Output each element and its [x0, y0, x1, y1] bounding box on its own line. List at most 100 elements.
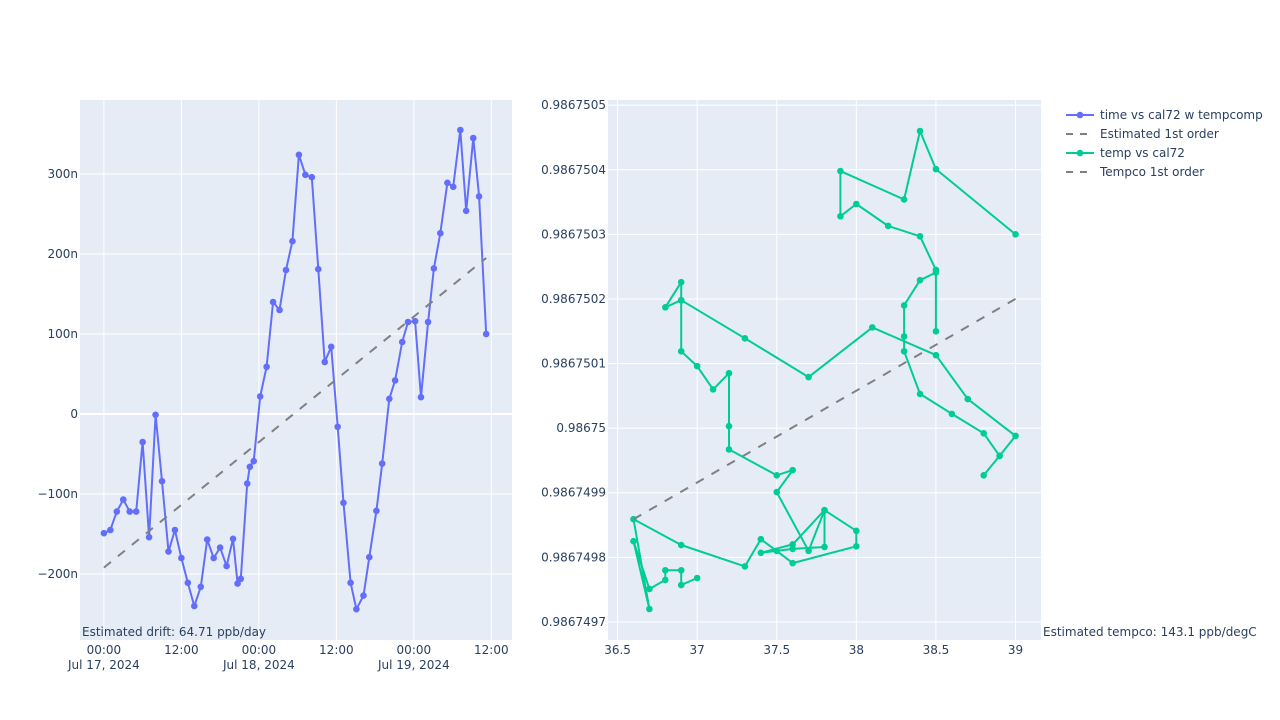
time-vs-cal72-w-tempcomp-point [139, 438, 146, 446]
tempco-1st-order-line [633, 298, 1016, 521]
temp-vs-cal72-point [1012, 432, 1019, 440]
temp-vs-cal72-point [805, 373, 812, 381]
time-vs-cal72-w-tempcomp-point [190, 602, 198, 610]
time-vs-cal72-w-tempcomp-point [250, 457, 258, 465]
temp-vs-cal72-point [916, 390, 924, 398]
time-vs-cal72-w-tempcomp-point [353, 605, 360, 613]
temp-vs-cal72-point [677, 296, 685, 304]
temp-vs-cal72-point [630, 537, 637, 545]
series-layer [100, 126, 490, 613]
time-vs-cal72-w-tempcomp-point [178, 554, 185, 562]
time-vs-cal72-w-tempcomp-point [295, 151, 303, 159]
time-vs-cal72-w-tempcomp-point [269, 298, 277, 306]
time-vs-cal72-w-tempcomp-point [216, 544, 224, 551]
legend-label: Tempco 1st order [1099, 165, 1204, 179]
time-vs-cal72-w-tempcomp-point [449, 183, 457, 191]
legend-item[interactable]: time vs cal72 w tempcomp [1066, 108, 1263, 122]
legend-label: temp vs cal72 [1100, 146, 1185, 160]
time-vs-cal72-w-tempcomp-point [126, 508, 134, 515]
time-vs-cal72-w-tempcomp-point [386, 395, 393, 403]
y-tick-label: 0.9867504 [541, 163, 606, 177]
temp-vs-cal72-point [805, 547, 812, 555]
time-vs-cal72-w-tempcomp-point [263, 363, 270, 371]
x-tick-label: 39 [1008, 643, 1023, 657]
time-vs-cal72-w-tempcomp-point [171, 526, 179, 534]
temp-vs-cal72-point [853, 200, 860, 208]
temp-vs-cal72-point [693, 362, 701, 370]
y-tick-label: 0.9867501 [541, 357, 606, 371]
y-tick-label: 100n [47, 327, 78, 341]
legend-item[interactable]: Tempco 1st order [1066, 165, 1204, 179]
temp-vs-cal72-point [741, 335, 749, 342]
temp-vs-cal72-point [884, 222, 892, 230]
legend-item[interactable]: Estimated 1st order [1066, 127, 1219, 141]
time-vs-cal72-w-tempcomp-point [462, 207, 470, 215]
temp-vs-cal72-point [725, 446, 733, 453]
time-vs-cal72-w-tempcomp-point [145, 533, 153, 541]
time-vs-cal72-w-tempcomp-point [321, 358, 329, 366]
temp-vs-cal72-point [773, 471, 781, 479]
time-vs-cal72-w-tempcomp-point [308, 173, 316, 181]
temp-vs-cal72-point [709, 386, 717, 393]
temp-vs-cal72-point [948, 410, 956, 418]
temp-vs-cal72-point [900, 196, 908, 203]
x-tick-label: 38.5 [923, 643, 950, 657]
time-vs-cal72-w-tempcomp-point [360, 592, 367, 599]
y-tick-label: 0.9867502 [541, 292, 606, 306]
legend-item[interactable]: temp vs cal72 [1066, 146, 1185, 160]
time-vs-cal72-w-tempcomp-point [302, 171, 309, 179]
legend-marker [1076, 111, 1084, 119]
x-tick-label: 12:00 [319, 643, 354, 657]
temp-vs-cal72-point [662, 566, 669, 574]
temp-vs-cal72-point [662, 304, 669, 311]
temp-vs-cal72-point [996, 452, 1003, 460]
y-tick-label: 200n [47, 247, 78, 261]
legend-label: time vs cal72 w tempcomp [1100, 108, 1263, 122]
time-vs-cal72-w-tempcomp-point [475, 193, 483, 200]
time-vs-cal72-w-tempcomp-point [107, 526, 114, 534]
temp-vs-cal72-point [693, 574, 701, 582]
temp-vs-cal72-point [773, 488, 781, 496]
y-tick-label: 0.9867505 [541, 98, 606, 112]
time-vs-cal72-w-tempcomp-point [282, 266, 290, 274]
y-tick-label: 0.9867499 [541, 486, 606, 500]
time-vs-cal72-w-tempcomp-point [340, 499, 347, 507]
temp-vs-cal72-point [1012, 231, 1019, 238]
x-tick-sublabel: Jul 18, 2024 [222, 658, 295, 672]
temp-vs-cal72-point [932, 165, 940, 173]
time-vs-cal72-w-tempcomp-point [276, 306, 283, 314]
time-vs-cal72-w-tempcomp-point [437, 229, 444, 237]
x-tick-label: 00:00 [397, 643, 432, 657]
x-tick-label: 12:00 [474, 643, 509, 657]
x-tick-label: 00:00 [242, 643, 277, 657]
time-vs-cal72-w-tempcomp-point [234, 580, 241, 587]
temp-vs-cal72-point [900, 333, 908, 340]
time-vs-cal72-w-tempcomp-point [100, 529, 108, 537]
x-tick-sublabel: Jul 17, 2024 [67, 658, 140, 672]
temp-vs-cal72-point [789, 545, 796, 553]
temp-vs-cal72-point [837, 212, 844, 220]
temp-vs-cal72-line [903, 271, 1001, 457]
temp-vs-cal72-point [646, 585, 653, 593]
time-vs-cal72-w-tempcomp-point [132, 508, 140, 515]
temp-vs-cal72-point [900, 347, 908, 355]
subplot-2: 36.5 37 37.5 38 38.5 39 0.9867505 0.9867504 0.98… [541, 98, 1257, 657]
temp-vs-cal72-point [853, 527, 860, 535]
temp-vs-cal72-point [916, 232, 924, 240]
time-vs-cal72-w-tempcomp-point [482, 330, 490, 338]
temp-vs-cal72-point [821, 506, 828, 514]
temp-vs-cal72-point [789, 466, 796, 474]
time-vs-cal72-w-tempcomp-point [229, 535, 237, 543]
temp-vs-cal72-point [932, 351, 940, 359]
temp-vs-cal72-point [741, 563, 749, 570]
y-tick-label: −100n [37, 487, 78, 501]
legend-label: Estimated 1st order [1100, 127, 1219, 141]
legend-marker [1076, 149, 1084, 157]
temp-vs-cal72-point [677, 581, 685, 589]
x-tick-label: 36.5 [604, 643, 631, 657]
temp-vs-cal72-point [932, 266, 940, 274]
temp-vs-cal72-point [662, 576, 669, 584]
temp-vs-cal72-line [839, 130, 1017, 271]
y-tick-label: 0.9867503 [541, 227, 606, 241]
